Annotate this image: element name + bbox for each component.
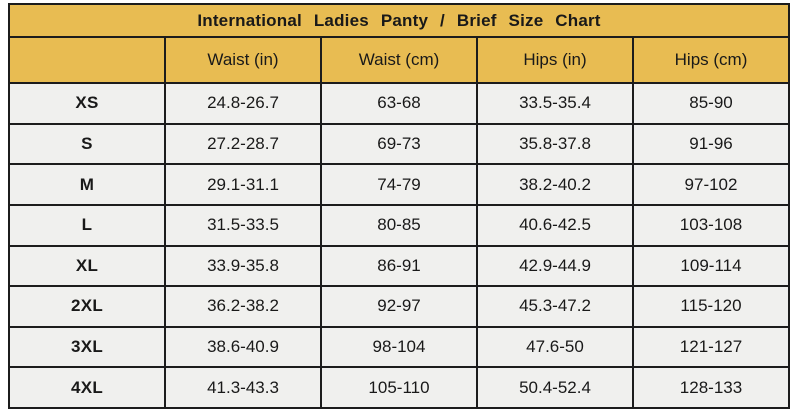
table-row-4xl: 4XL 41.3-43.3 105-110 50.4-52.4 128-133 xyxy=(8,366,790,409)
value-cell-hips-in: 40.6-42.5 xyxy=(476,203,634,247)
column-header-size xyxy=(8,36,166,84)
title-row: International Ladies Panty / Brief Size … xyxy=(8,3,790,38)
value-cell-waist-in: 31.5-33.5 xyxy=(164,203,322,247)
value-cell-hips-cm: 97-102 xyxy=(632,163,790,206)
column-header-hips-in: Hips (in) xyxy=(476,36,634,84)
value-cell-waist-cm: 92-97 xyxy=(320,285,478,328)
size-cell: 4XL xyxy=(8,366,166,409)
size-cell: XS xyxy=(8,82,166,125)
column-header-hips-cm: Hips (cm) xyxy=(632,36,790,84)
value-cell-hips-in: 45.3-47.2 xyxy=(476,285,634,328)
table-row-xs: XS 24.8-26.7 63-68 33.5-35.4 85-90 xyxy=(8,82,790,125)
size-cell: S xyxy=(8,122,166,166)
size-cell: L xyxy=(8,203,166,247)
table-row-s: S 27.2-28.7 69-73 35.8-37.8 91-96 xyxy=(8,122,790,166)
value-cell-waist-cm: 69-73 xyxy=(320,122,478,166)
value-cell-waist-in: 41.3-43.3 xyxy=(164,366,322,409)
value-cell-waist-in: 33.9-35.8 xyxy=(164,244,322,288)
value-cell-waist-in: 24.8-26.7 xyxy=(164,82,322,125)
value-cell-hips-in: 50.4-52.4 xyxy=(476,366,634,409)
value-cell-waist-in: 38.6-40.9 xyxy=(164,325,322,369)
table-row-l: L 31.5-33.5 80-85 40.6-42.5 103-108 xyxy=(8,203,790,247)
size-chart-table: International Ladies Panty / Brief Size … xyxy=(8,3,790,409)
size-cell: 2XL xyxy=(8,285,166,328)
value-cell-hips-cm: 91-96 xyxy=(632,122,790,166)
value-cell-waist-cm: 63-68 xyxy=(320,82,478,125)
chart-title: International Ladies Panty / Brief Size … xyxy=(8,3,790,38)
value-cell-hips-cm: 128-133 xyxy=(632,366,790,409)
column-header-row: Waist (in) Waist (cm) Hips (in) Hips (cm… xyxy=(8,36,790,84)
value-cell-hips-cm: 121-127 xyxy=(632,325,790,369)
value-cell-hips-in: 47.6-50 xyxy=(476,325,634,369)
size-cell: 3XL xyxy=(8,325,166,369)
table-row-2xl: 2XL 36.2-38.2 92-97 45.3-47.2 115-120 xyxy=(8,285,790,328)
column-header-waist-cm: Waist (cm) xyxy=(320,36,478,84)
value-cell-waist-cm: 74-79 xyxy=(320,163,478,206)
table-row-3xl: 3XL 38.6-40.9 98-104 47.6-50 121-127 xyxy=(8,325,790,369)
value-cell-hips-cm: 103-108 xyxy=(632,203,790,247)
value-cell-waist-in: 36.2-38.2 xyxy=(164,285,322,328)
value-cell-waist-cm: 86-91 xyxy=(320,244,478,288)
value-cell-waist-cm: 80-85 xyxy=(320,203,478,247)
value-cell-waist-in: 29.1-31.1 xyxy=(164,163,322,206)
size-cell: XL xyxy=(8,244,166,288)
value-cell-waist-cm: 98-104 xyxy=(320,325,478,369)
value-cell-hips-cm: 109-114 xyxy=(632,244,790,288)
value-cell-waist-cm: 105-110 xyxy=(320,366,478,409)
column-header-waist-in: Waist (in) xyxy=(164,36,322,84)
value-cell-hips-in: 35.8-37.8 xyxy=(476,122,634,166)
value-cell-hips-in: 42.9-44.9 xyxy=(476,244,634,288)
value-cell-hips-cm: 85-90 xyxy=(632,82,790,125)
value-cell-hips-in: 33.5-35.4 xyxy=(476,82,634,125)
value-cell-hips-in: 38.2-40.2 xyxy=(476,163,634,206)
value-cell-waist-in: 27.2-28.7 xyxy=(164,122,322,166)
value-cell-hips-cm: 115-120 xyxy=(632,285,790,328)
size-cell: M xyxy=(8,163,166,206)
table-row-xl: XL 33.9-35.8 86-91 42.9-44.9 109-114 xyxy=(8,244,790,288)
table-row-m: M 29.1-31.1 74-79 38.2-40.2 97-102 xyxy=(8,163,790,206)
